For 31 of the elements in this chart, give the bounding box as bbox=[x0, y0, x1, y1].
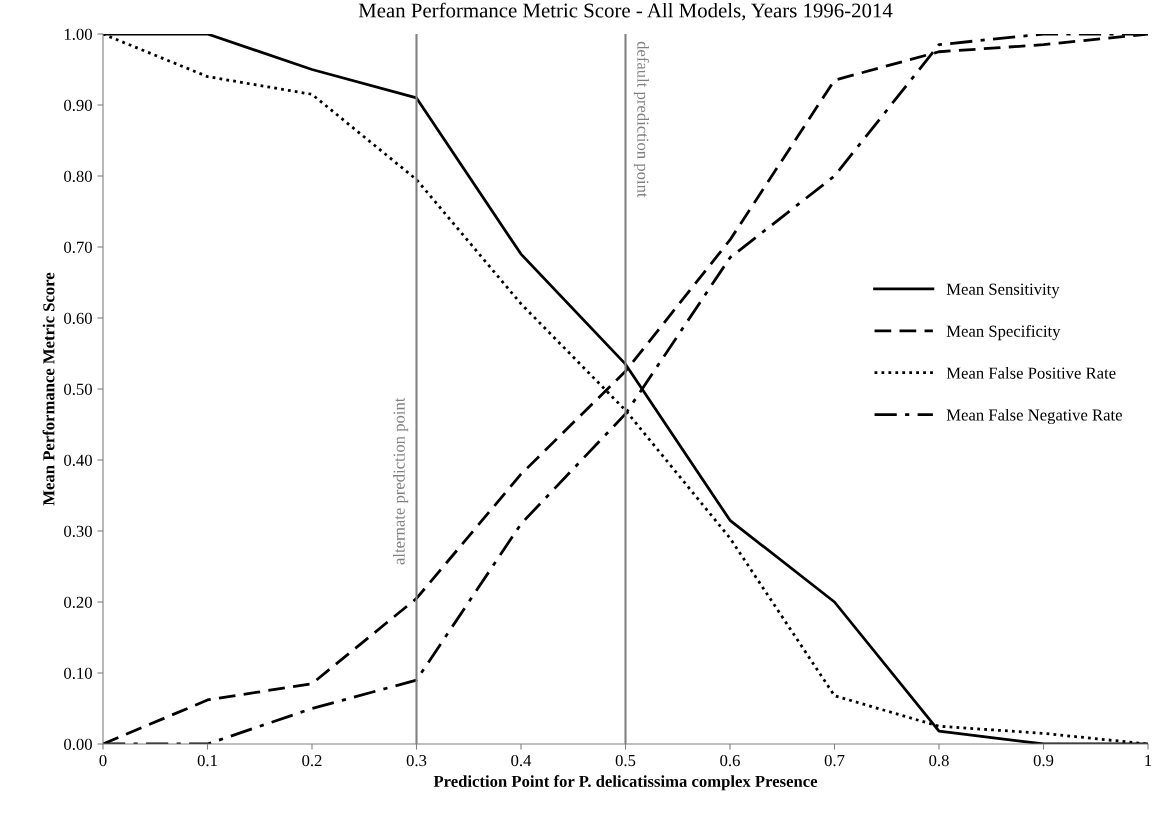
y-tick-label: 0.40 bbox=[64, 454, 92, 467]
ref-line-label: default prediction point bbox=[633, 41, 650, 198]
legend-label: Mean False Positive Rate bbox=[946, 366, 1116, 379]
chart-title: Mean Performance Metric Score - All Models, Years 1996-2014 bbox=[358, 2, 893, 21]
x-tick-label: 0.6 bbox=[720, 754, 740, 767]
x-tick-label: 0.8 bbox=[929, 754, 949, 767]
x-axis-title: Prediction Point for P. delicatissima complex Presence bbox=[433, 775, 818, 791]
x-tick-label: 0 bbox=[99, 754, 107, 767]
legend-label: Mean False Negative Rate bbox=[946, 408, 1122, 425]
x-tick-label: 0.1 bbox=[197, 754, 217, 767]
y-tick-label: 0.30 bbox=[64, 525, 92, 538]
x-tick-label: 0.7 bbox=[824, 754, 845, 767]
y-tick-label: 0.20 bbox=[64, 596, 92, 609]
y-tick-label: 0.80 bbox=[64, 170, 92, 183]
ref-line-label: alternate prediction point bbox=[393, 397, 409, 565]
y-tick-label: 0.10 bbox=[64, 667, 92, 680]
legend-label: Mean Specificity bbox=[946, 324, 1061, 341]
y-tick-label: 1.00 bbox=[64, 28, 92, 41]
y-tick-label: 0.90 bbox=[64, 99, 92, 112]
legend-label: Mean Sensitivity bbox=[946, 283, 1060, 299]
y-axis-title: Mean Performance Metric Score bbox=[42, 272, 55, 506]
x-tick-label: 0.9 bbox=[1033, 754, 1054, 767]
y-tick-label: 0.70 bbox=[64, 241, 92, 254]
x-tick-label: 0.3 bbox=[406, 754, 427, 767]
x-tick-label: 0.4 bbox=[511, 754, 532, 767]
y-tick-label: 0.60 bbox=[64, 312, 92, 325]
x-tick-label: 0.2 bbox=[302, 754, 322, 767]
y-tick-label: 0.50 bbox=[64, 383, 92, 396]
y-tick-label: 0.00 bbox=[64, 738, 92, 751]
x-tick-label: 1 bbox=[1145, 754, 1152, 766]
x-tick-label: 0.5 bbox=[615, 754, 636, 767]
